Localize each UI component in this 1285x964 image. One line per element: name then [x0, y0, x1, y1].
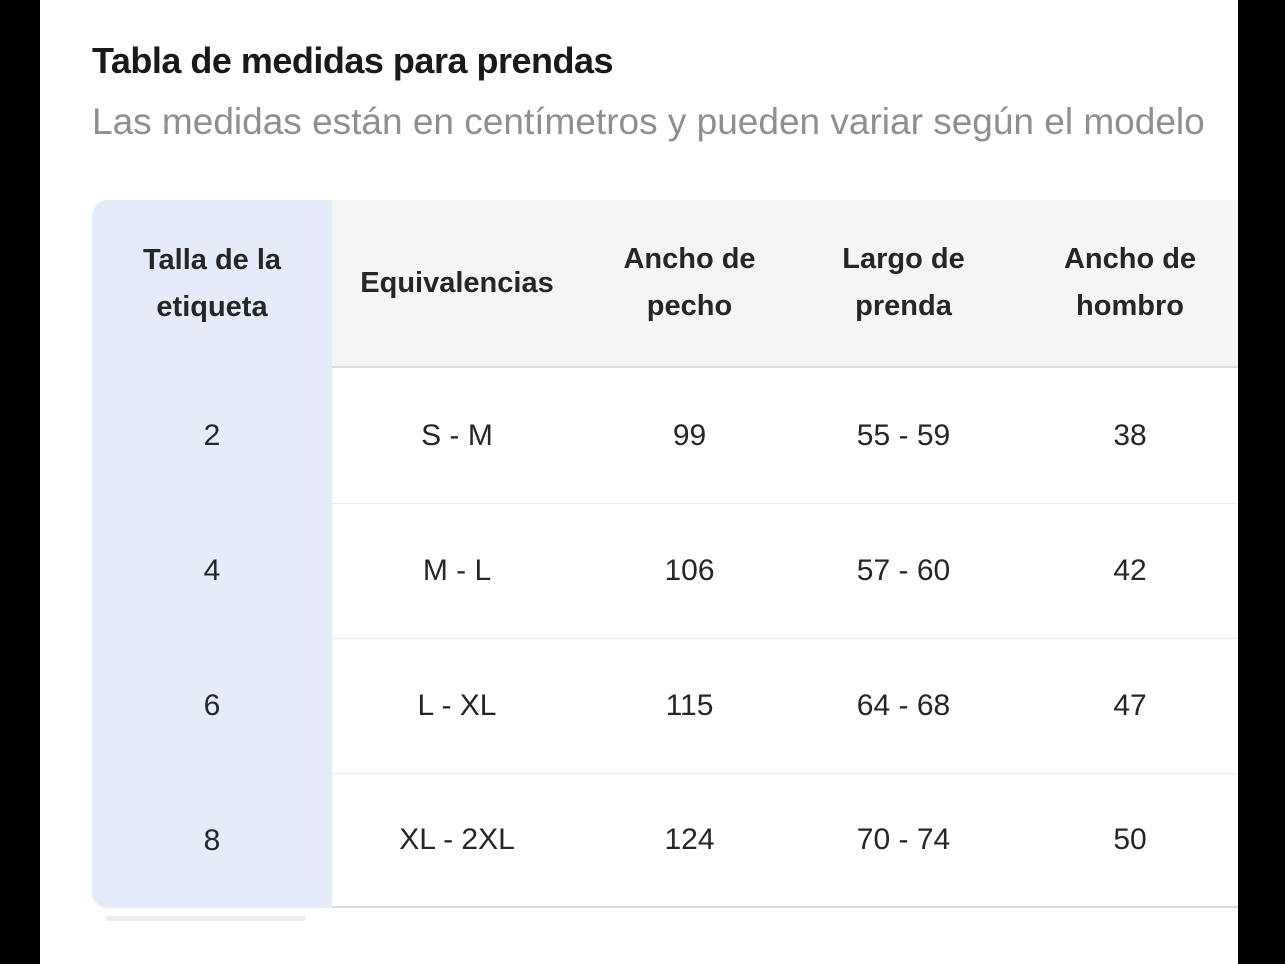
size-label-cell: 8 [203, 823, 221, 857]
measurement-cell: 99 [582, 368, 797, 503]
column-header-largo-de-prenda: Largo de prenda [797, 200, 1010, 368]
measurement-cell: 50 [1010, 773, 1238, 908]
measurement-cell: 115 [582, 638, 797, 773]
measurement-cell: L - XL [332, 638, 582, 773]
size-chart-panel: Tabla de medidas para prendas Las medida… [40, 0, 1238, 964]
measurement-cell: 42 [1010, 503, 1238, 638]
measurement-cell: 55 - 59 [797, 368, 1010, 503]
left-letterbox [0, 0, 40, 964]
measurement-cell: M - L [332, 503, 582, 638]
measurement-cell: 70 - 74 [797, 773, 1010, 908]
measurement-cell: 47 [1010, 638, 1238, 773]
measurement-cell: S - M [332, 368, 582, 503]
measurement-cell: 124 [582, 773, 797, 908]
column-header-talla-de-la-etiqueta: Talla de la etiqueta [142, 244, 282, 323]
column-header-ancho-de-hombro: Ancho de hombro [1010, 200, 1238, 368]
column-header-equivalencias: Equivalencias [332, 200, 582, 368]
measurement-cell: XL - 2XL [332, 773, 582, 908]
measurement-cell: 38 [1010, 368, 1238, 503]
column-header-ancho-de-pecho: Ancho de pecho [582, 200, 797, 368]
page-title: Tabla de medidas para prendas [92, 40, 614, 81]
measurement-cell: 106 [582, 503, 797, 638]
size-label-cell: 6 [203, 688, 221, 722]
size-chart-table[interactable]: Talla de la etiqueta Equivalencias Ancho d… [92, 200, 1238, 908]
horizontal-scrollbar-thumb[interactable] [106, 916, 306, 921]
page-subtitle: Las medidas están en centímetros y puede… [92, 101, 1205, 142]
right-letterbox [1238, 0, 1285, 964]
measurement-cell: 57 - 60 [797, 503, 1010, 638]
size-label-cell: 2 [203, 418, 221, 452]
size-chart-grid: Talla de la etiqueta Equivalencias Ancho d… [92, 200, 1238, 908]
size-label-cell: 4 [203, 553, 221, 587]
highlight-column-background [92, 200, 332, 908]
measurement-cell: 64 - 68 [797, 638, 1010, 773]
